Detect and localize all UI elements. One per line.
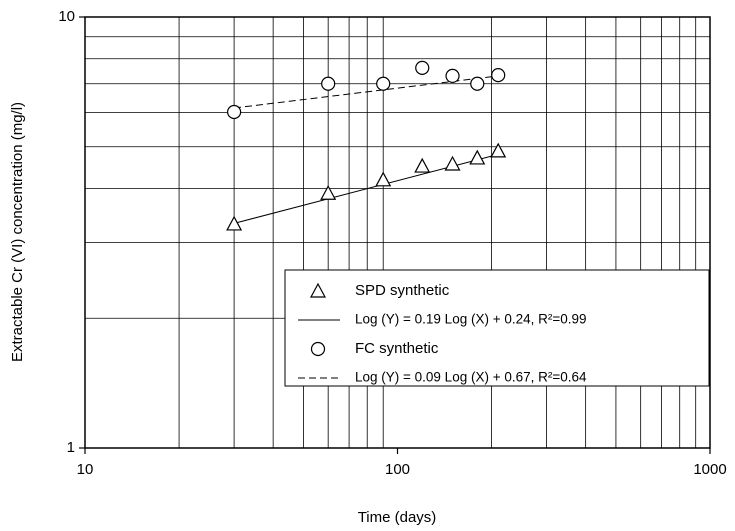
- triangle-marker: [309, 282, 327, 298]
- triangle-marker: [320, 184, 337, 200]
- triangle-marker: [226, 215, 243, 231]
- circle-marker: [491, 68, 506, 83]
- x-axis-label: Time (days): [358, 509, 437, 526]
- fit-line: [234, 75, 499, 109]
- circle-marker: [376, 76, 391, 91]
- legend-label: Log (Y) = 0.09 Log (X) + 0.67, R²=0.64: [355, 370, 587, 385]
- triangle-marker: [375, 171, 392, 187]
- legend: SPD synthetic Log (Y) = 0.19 Log (X) + 0.…: [284, 269, 710, 387]
- triangle-marker: [414, 157, 431, 173]
- legend-box: [284, 269, 710, 387]
- x-tick-label: 10: [77, 461, 94, 478]
- y-axis-label: Extractable Cr (VI) concentration (mg/l): [9, 102, 26, 362]
- triangle-marker: [469, 149, 486, 165]
- circle-marker: [470, 76, 485, 91]
- x-tick-label: 1000: [693, 461, 726, 478]
- y-tick-label: 1: [67, 439, 75, 456]
- legend-label: Log (Y) = 0.19 Log (X) + 0.24, R²=0.99: [355, 312, 587, 327]
- legend-label: FC synthetic: [355, 340, 439, 357]
- y-tick-label: 10: [58, 8, 75, 25]
- triangle-marker: [490, 142, 507, 158]
- circle-marker: [227, 104, 242, 120]
- triangle-marker: [444, 155, 461, 171]
- circle-marker: [310, 341, 326, 357]
- circle-marker: [415, 60, 430, 75]
- circle-marker: [445, 68, 460, 84]
- plot-frame: [84, 16, 711, 449]
- x-tick-label: 100: [385, 461, 410, 478]
- legend-label: SPD synthetic: [355, 282, 450, 299]
- circle-marker: [321, 76, 336, 91]
